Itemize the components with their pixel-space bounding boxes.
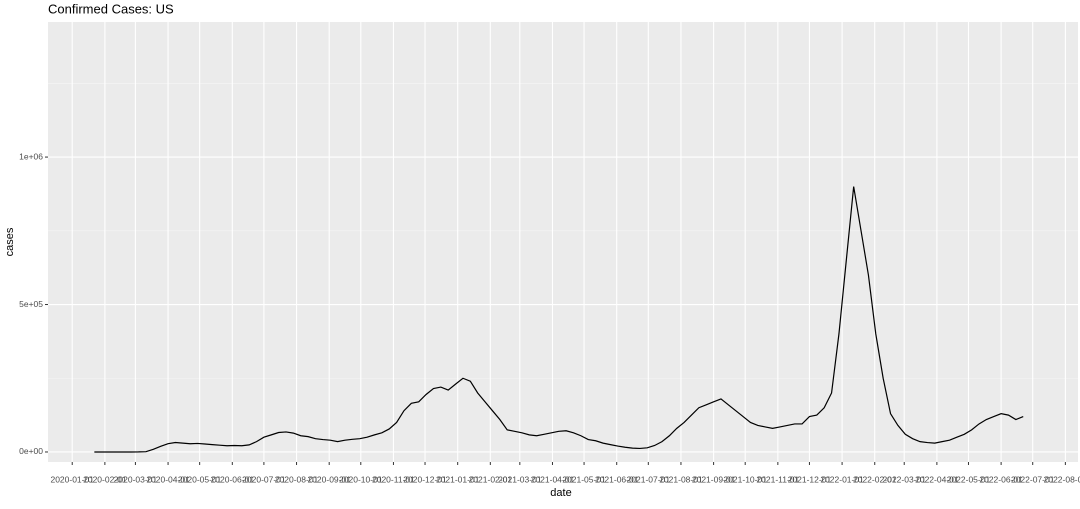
chart-title: Confirmed Cases: US [48,1,174,16]
x-tick-label: 2022-05-01 [947,474,991,484]
x-tick-label: 2022-08-01 [1044,474,1080,484]
x-tick-label: 2021-05-01 [562,474,606,484]
x-tick-label: 2022-02-01 [853,474,897,484]
x-tick-label: 2021-09-01 [692,474,736,484]
x-tick-label: 2020-08-01 [275,474,319,484]
x-tick-label: 2021-08-01 [659,474,703,484]
x-tick-label: 2021-06-01 [595,474,639,484]
x-tick-label: 2021-12-01 [788,474,832,484]
x-tick-label: 2021-07-01 [627,474,671,484]
x-tick-label: 2020-12-01 [403,474,447,484]
x-tick-label: 2020-09-01 [307,474,351,484]
x-tick-label: 2020-11-01 [372,474,415,484]
x-tick-label: 2020-10-01 [339,474,383,484]
x-tick-label: 2020-07-01 [242,474,286,484]
x-tick-label: 2020-05-01 [178,474,222,484]
y-tick-label: 1e+06 [19,151,43,161]
x-tick-label: 2021-04-01 [531,474,575,484]
x-tick-label: 2020-04-01 [146,474,190,484]
x-tick-label: 2021-02-01 [469,474,513,484]
x-tick-label: 2022-07-01 [1011,474,1055,484]
x-tick-label: 2022-03-01 [882,474,926,484]
x-tick-label: 2020-01-01 [50,474,94,484]
x-tick-label: 2020-02-01 [83,474,127,484]
x-axis-label: date [550,487,571,499]
x-tick-label: 2022-06-01 [979,474,1023,484]
x-tick-label: 2022-01-01 [820,474,864,484]
x-tick-label: 2022-04-01 [915,474,959,484]
data-line [94,186,1024,453]
y-axis-label: cases [4,227,16,256]
x-tick-label: 2021-10-01 [723,474,767,484]
x-tick-label: 2020-03-01 [114,474,158,484]
panel [48,22,1078,462]
y-tick-label: 0e+00 [19,446,43,456]
x-tick-label: 2021-03-01 [498,474,542,484]
y-tick-label: 5e+05 [19,299,43,309]
x-tick-label: 2021-01-01 [436,474,480,484]
x-tick-label: 2020-06-01 [211,474,255,484]
x-tick-label: 2021-11-01 [756,474,799,484]
